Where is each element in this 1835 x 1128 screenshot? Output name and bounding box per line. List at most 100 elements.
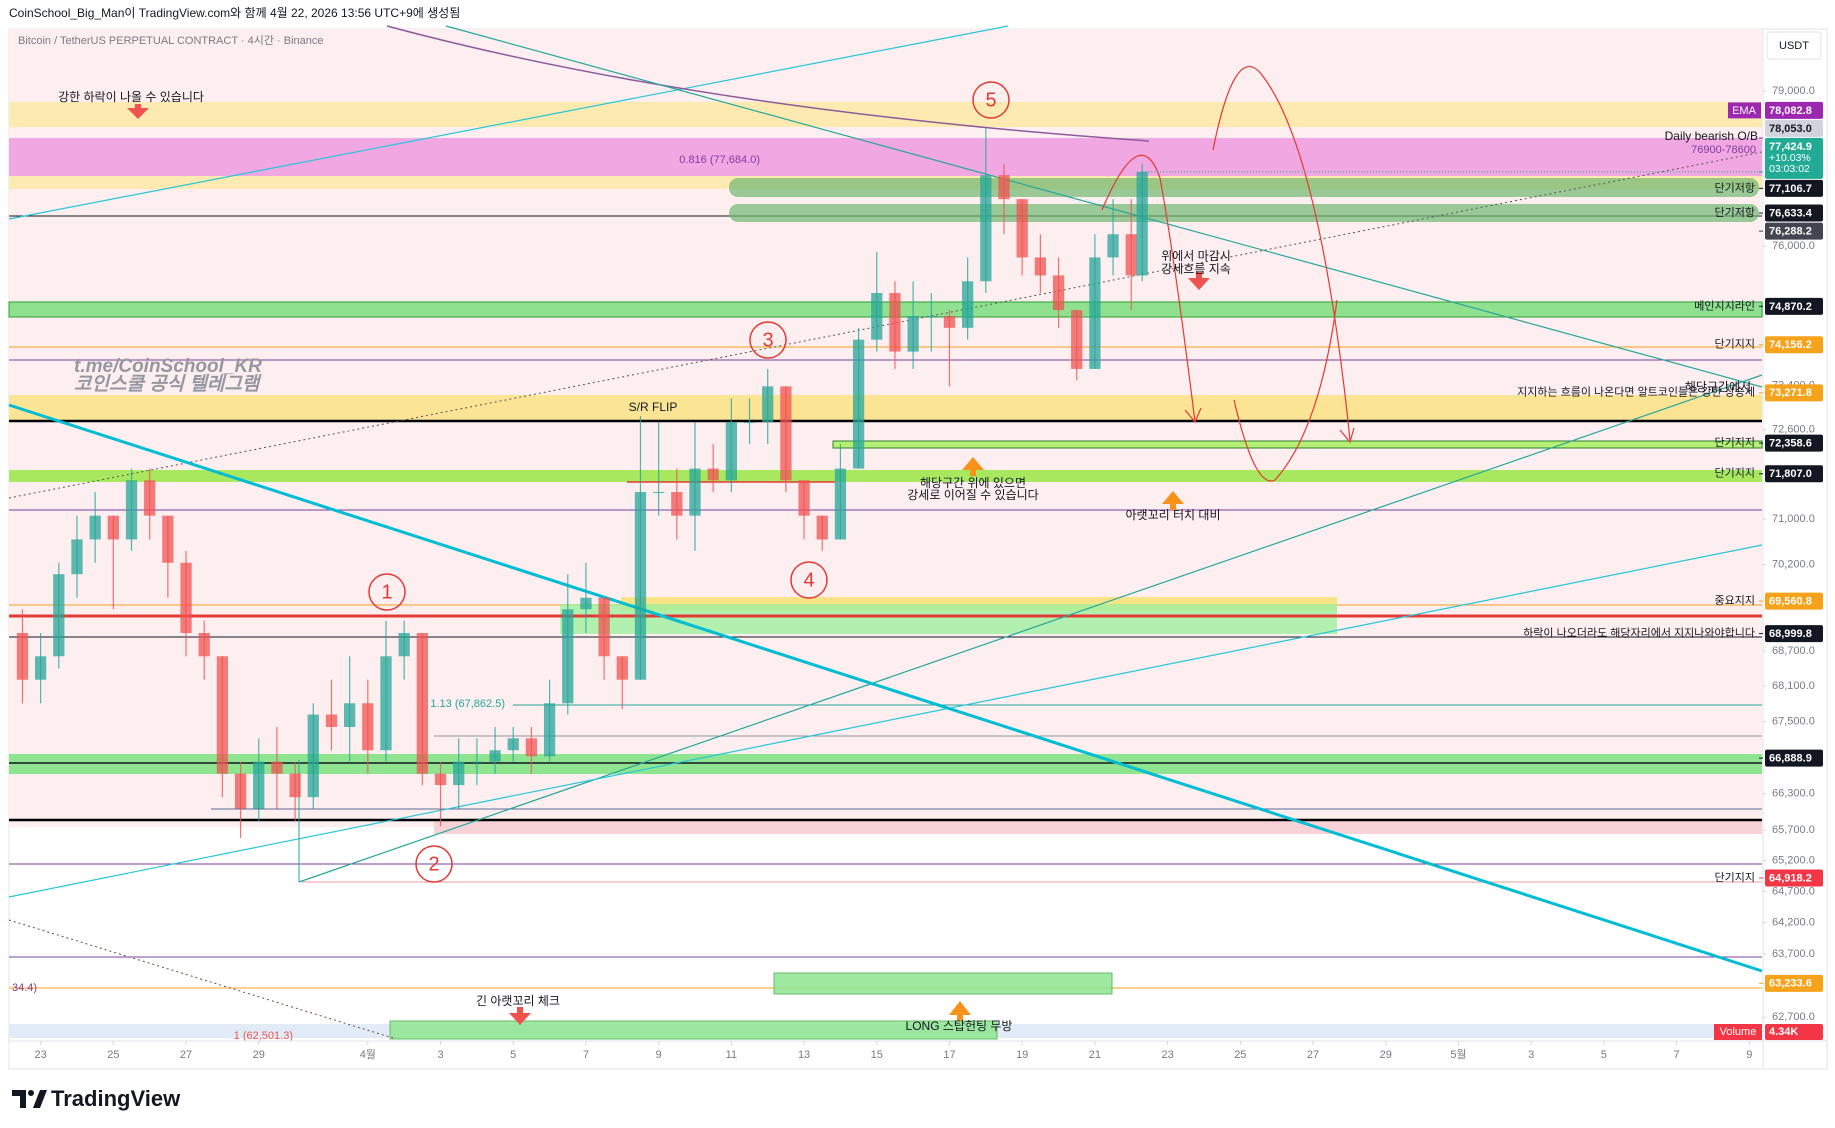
arrow-down — [1188, 272, 1210, 290]
x-tick-label: 29 — [253, 1049, 265, 1061]
price-tag-label: 76,633.4 — [1769, 207, 1813, 219]
arrow-up — [1162, 491, 1184, 510]
level-text: 단기저항 — [1715, 206, 1755, 219]
y-tick-label: 64,700.0 — [1772, 885, 1815, 897]
fib-label: 1.13 (67,862.5) — [430, 698, 505, 710]
price-tag — [1765, 434, 1823, 452]
candle-body — [598, 597, 610, 657]
x-tick-label: 25 — [107, 1049, 119, 1061]
candle-body — [198, 632, 210, 657]
candle-body — [634, 492, 647, 680]
candle-body — [107, 515, 119, 540]
candle-body — [1125, 234, 1137, 276]
candle-body — [1089, 257, 1101, 369]
candle-body — [562, 609, 574, 704]
y-tick-label: 70,200.0 — [1772, 558, 1815, 570]
wave-label: 4 — [790, 561, 828, 599]
y-tick-label: 66,300.0 — [1772, 787, 1815, 799]
currency[interactable]: USDT — [1779, 40, 1809, 52]
candle-body — [1016, 199, 1028, 258]
price-tag — [1765, 297, 1823, 315]
annotation: LONG 스탑헌팅 무방 — [906, 1019, 1013, 1033]
candle-body — [689, 468, 701, 516]
price-tag — [1765, 204, 1823, 222]
price-tag — [1765, 465, 1823, 483]
y-tick-label: 79,000.0 — [1772, 85, 1815, 97]
candle-body — [925, 316, 937, 318]
price-tag — [1765, 869, 1823, 887]
level-text: 단기지지 — [1715, 338, 1755, 351]
price-tag-label: 78,053.0 — [1769, 123, 1812, 135]
fib-label: 0.816 (77,684.0) — [679, 154, 760, 166]
candle-body — [144, 480, 156, 516]
price-tag — [1765, 179, 1823, 197]
candle-body — [871, 292, 883, 340]
wave-label: 5 — [972, 81, 1010, 119]
zone-green — [8, 301, 1763, 318]
wave-text: 1 — [381, 581, 392, 603]
candle-body — [816, 515, 828, 540]
zone-green — [729, 178, 1759, 197]
annotation: 아랫꼬리 터치 대비 — [1126, 508, 1221, 522]
annotation: 해당구간에서 — [1685, 380, 1751, 394]
x-tick-label: 13 — [798, 1049, 810, 1061]
candle-body — [253, 761, 265, 809]
trend-line — [8, 919, 394, 1039]
level-text: 지지하는 흐름이 나온다면 알트코인들은 강한 상승세 — [1517, 385, 1755, 399]
candle-body — [889, 292, 901, 352]
volume-tag-label: 4.34K — [1769, 1026, 1798, 1038]
annotation: 34.4) — [12, 982, 37, 994]
zone-yellow — [9, 395, 1762, 420]
price-tag-label: 74,156.2 — [1769, 339, 1812, 351]
candle-body — [943, 316, 956, 328]
candle-body — [780, 386, 792, 481]
price-tag-label: 74,870.2 — [1769, 301, 1812, 313]
candle-body — [852, 339, 865, 469]
candle-body — [525, 738, 538, 757]
y-tick-label: 72,600.0 — [1772, 424, 1815, 436]
header: CoinSchool_Big_Man이 TradingView.com와 함께 … — [9, 6, 460, 20]
annotation: 위에서 마감시 — [1161, 249, 1231, 263]
candle-body — [162, 515, 174, 563]
annotation: 강세흐름 지속 — [1161, 262, 1231, 276]
volume-name: Volume — [1720, 1026, 1757, 1038]
wave-label: 2 — [415, 845, 453, 883]
x-tick-label: 9 — [1746, 1049, 1752, 1061]
price-tag-label: 64,918.2 — [1769, 872, 1812, 884]
x-tick-label: 11 — [726, 1049, 737, 1061]
x-tick-label: 27 — [180, 1049, 192, 1061]
projection-path — [1233, 299, 1338, 482]
annotation: 강한 하락이 나올 수 있습니다 — [58, 90, 204, 104]
price-tag-label: 68,999.8 — [1769, 628, 1812, 640]
y-tick-label: 71,000.0 — [1772, 513, 1815, 525]
price-tag-label: 69,560.8 — [1769, 596, 1812, 608]
level-text: 단기지지 — [1715, 871, 1755, 884]
x-tick-label: 7 — [583, 1049, 589, 1061]
price-tag — [1765, 137, 1823, 179]
level-text: 하락이 나오더라도 해당자리에서 지지나와야합니다 — [1523, 625, 1755, 639]
x-tick-label: 21 — [1089, 1049, 1101, 1061]
annotation: Daily bearish O/B — [1665, 129, 1758, 143]
countdown: 03:03:02 — [1769, 163, 1810, 175]
candle-body — [1052, 275, 1065, 311]
projection-path — [1101, 154, 1196, 423]
x-tick-label: 3 — [1528, 1049, 1534, 1061]
candle-body — [507, 738, 519, 751]
candle-body — [907, 316, 919, 352]
candle-body — [707, 468, 719, 481]
level-text: 단기지지 — [1715, 467, 1755, 480]
y-tick-label: 65,200.0 — [1772, 854, 1815, 866]
x-tick-label: 4월 — [360, 1048, 376, 1061]
candle-body — [725, 422, 737, 481]
candle-body — [1136, 171, 1148, 276]
candle-body — [1107, 234, 1119, 258]
zone-yellow — [9, 102, 1762, 127]
candle-body — [671, 492, 683, 516]
candle-body — [71, 539, 83, 575]
price-tag-label: 72,358.6 — [1769, 437, 1812, 449]
level-text: 메인지지라인 — [1694, 299, 1755, 312]
currency-box[interactable] — [1766, 31, 1822, 60]
candle-body — [580, 597, 592, 610]
